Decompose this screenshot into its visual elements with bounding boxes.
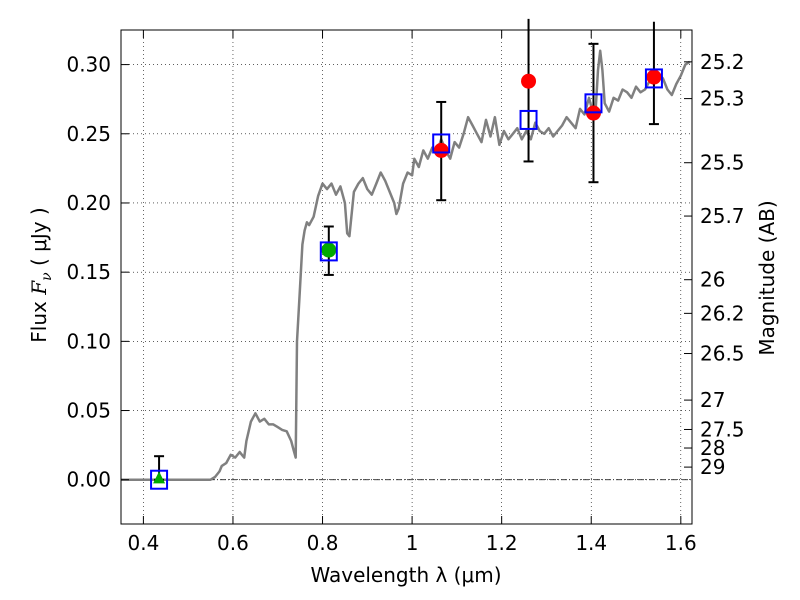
y2-tick-label-8: 27.5	[700, 417, 745, 441]
y2-tick-label-2: 25.5	[700, 151, 745, 175]
model-square-5	[644, 68, 663, 89]
model-square-1	[319, 241, 338, 262]
model-square-0	[150, 469, 169, 490]
y-axis-label-subscript: ν	[39, 272, 55, 281]
y-tick-labels: 0.00 0.05 0.10 0.15 0.20 0.25 0.30	[66, 53, 111, 492]
model-square-2	[432, 133, 451, 154]
axis-ticks	[121, 30, 692, 524]
y-axis-label: Flux Fν ( μJy )	[27, 207, 55, 342]
y-axis-label-prefix: Flux	[27, 295, 51, 343]
y-axis-label-variable: F	[27, 280, 51, 296]
y-tick-label-2: 0.10	[66, 329, 111, 353]
x-tick-labels: 0.4 0.6 0.8 1 1.2 1.4 1.6	[127, 531, 696, 555]
y-tick-label-4: 0.20	[66, 191, 111, 215]
y2-tick-label-7: 27	[700, 388, 725, 412]
y-tick-label-0: 0.00	[66, 468, 111, 492]
y2-tick-label-6: 26.5	[700, 342, 745, 366]
green-circle-point-0	[321, 242, 337, 258]
model-square-3	[519, 109, 538, 130]
y2-tick-label-3: 25.7	[700, 204, 745, 228]
y2-axis-label: Magnitude (AB)	[755, 200, 779, 355]
y-tick-label-1: 0.05	[66, 399, 111, 423]
y-tick-label-3: 0.15	[66, 260, 111, 284]
x-axis-label: Wavelength λ (μm)	[310, 563, 501, 587]
x-tick-label-6: 1.6	[665, 531, 697, 555]
y2-tick-label-1: 25.3	[700, 87, 745, 111]
red-point-0	[433, 142, 449, 158]
x-tick-label-5: 1.4	[575, 531, 607, 555]
y-axis-label-unit: ( μJy )	[27, 207, 51, 272]
x-tick-label-3: 1	[406, 531, 419, 555]
green-triangle-point-0	[153, 471, 166, 484]
y-tick-label-6: 0.30	[66, 53, 111, 77]
x-tick-label-0: 0.4	[127, 531, 159, 555]
model-square-4	[584, 93, 603, 114]
red-point-1	[521, 73, 537, 89]
x-tick-label-2: 0.8	[307, 531, 339, 555]
plot-frame	[120, 29, 693, 525]
y2-tick-label-0: 25.2	[700, 50, 745, 74]
y2-tick-label-10: 29	[700, 455, 725, 479]
y2-tick-label-9: 28	[700, 436, 725, 460]
data-markers	[150, 68, 663, 490]
y-tick-label-5: 0.25	[66, 122, 111, 146]
y2-tick-label-5: 26.2	[700, 301, 745, 325]
x-tick-label-4: 1.2	[486, 531, 518, 555]
x-tick-label-1: 0.6	[217, 531, 249, 555]
red-point-3	[646, 69, 662, 85]
y2-tick-label-4: 26	[700, 268, 725, 292]
